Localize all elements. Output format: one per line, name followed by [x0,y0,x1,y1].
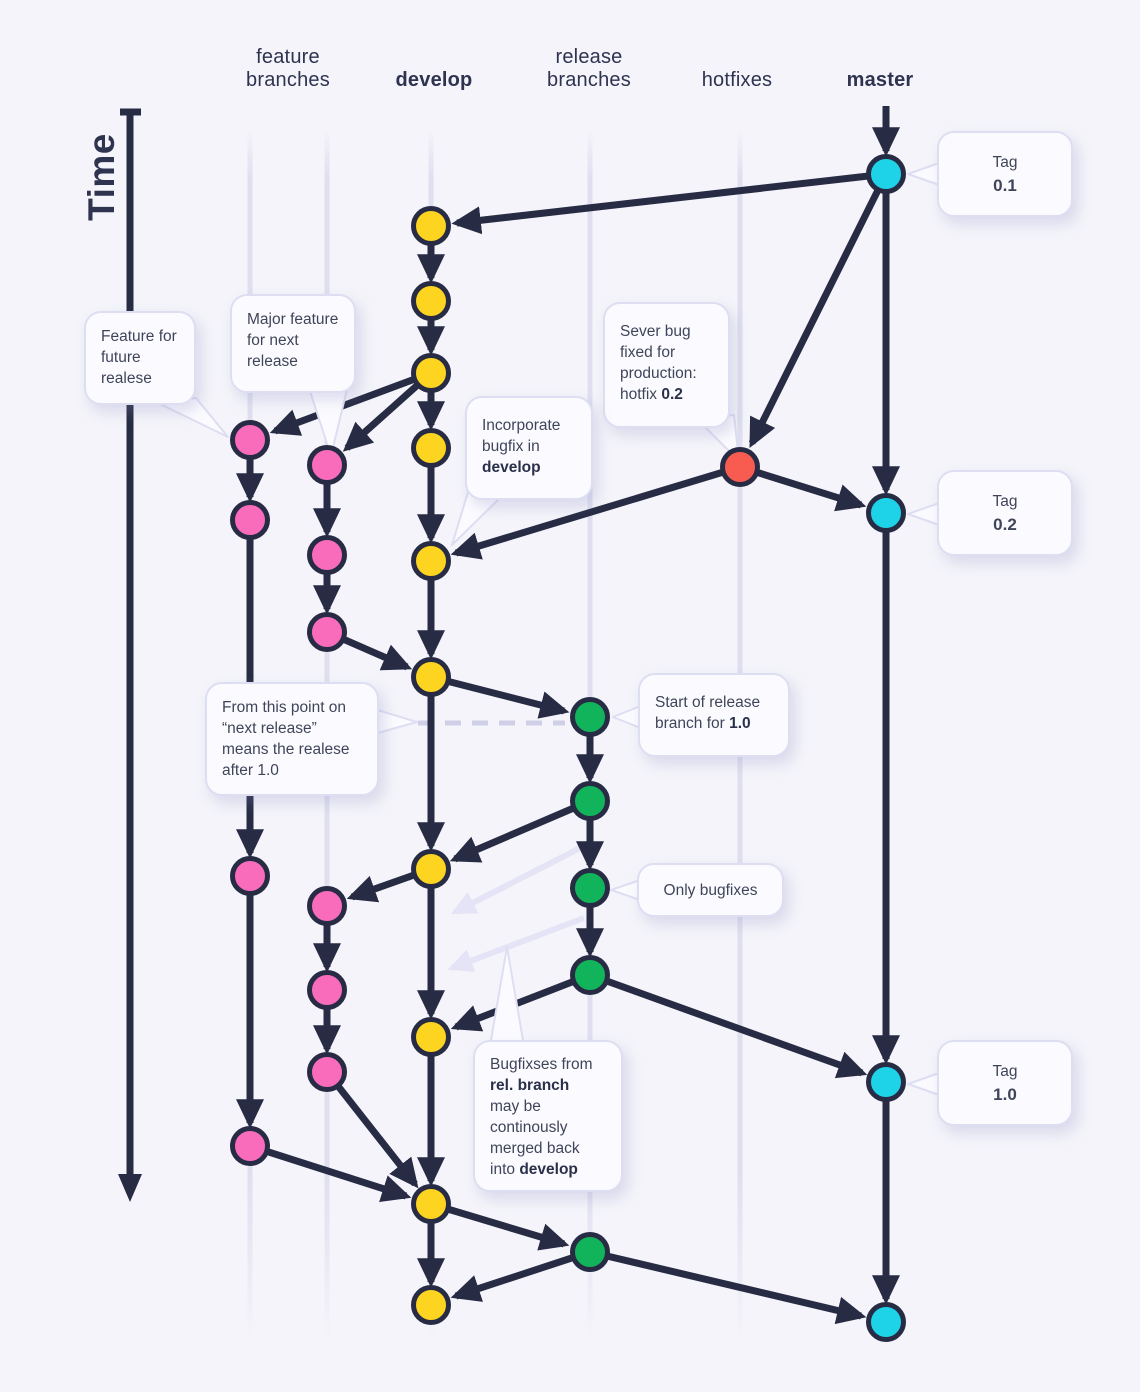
commit-hotfix-0-2 [720,447,760,487]
commit-develop-7 [411,849,451,889]
ghost-merge-arrows [447,843,586,972]
incorporate-branch: develop [482,459,541,476]
commit-feature1-2 [230,500,270,540]
feature-future-bubble: Feature for future realese [84,311,196,405]
tag-1-0-label: Tag [992,1063,1018,1080]
commit-develop-8 [411,1017,451,1057]
tag-0-1-bubble: Tag 0.1 [937,131,1073,217]
commit-master-tag-1-0 [866,1062,906,1102]
ghost-merge-arrow-1 [450,843,586,915]
release-header-line1: release [555,46,623,68]
hotfix-edges [450,463,867,560]
lane-header-master: master [846,69,914,91]
commit-feature1-1 [230,420,270,460]
feature-future-text: Feature for future realese [101,328,177,387]
lane-header-hotfixes: hotfixes [701,69,773,91]
sever-bug-version: 0.2 [661,386,683,403]
commit-release-5 [570,1232,610,1272]
from-this-point-text: From this point on “next release” means … [222,699,350,779]
incorporate-bugfix-bubble: Incorporate bugfix in develop [465,396,593,500]
bugfixes-text-2: may be continously merged back into [490,1098,580,1178]
commit-master-tag-0-2 [866,493,906,533]
develop-commits [411,206,451,1325]
tag-0-1-label: Tag [992,154,1018,171]
commit-release-2 [570,781,610,821]
commit-develop-6 [411,657,451,697]
commit-feature2-5 [307,970,347,1010]
tag-0-2-bubble: Tag 0.2 [937,470,1073,556]
master-commits [866,154,906,1342]
commit-develop-10 [411,1285,451,1325]
lane-header-develop: develop [395,69,473,91]
commit-feature2-2 [307,535,347,575]
bugfixes-text-1: Bugfixses from [490,1056,593,1073]
commit-release-1 [570,697,610,737]
hotfix-commits [720,447,760,487]
feature-header-line1: feature [256,46,320,68]
only-bugfixes-bubble: Only bugfixes [637,863,784,917]
commit-develop-2 [411,281,451,321]
tag-0-2-label: Tag [992,493,1018,510]
commit-feature1-3 [230,856,270,896]
bugfixes-branch-2: develop [519,1161,578,1178]
release-header-line2: branches [547,69,631,91]
only-bugfixes-text: Only bugfixes [663,881,758,899]
commit-master-4 [866,1302,906,1342]
commit-feature2-1 [307,445,347,485]
master-edges [451,106,900,1305]
start-release-text: Start of release branch for [655,694,761,732]
commit-develop-1 [411,206,451,246]
start-release-bubble: Start of release branch for 1.0 [638,673,790,757]
incorporate-text: Incorporate bugfix in [482,417,561,455]
bubble-tails [157,161,943,1097]
commit-nodes [230,154,906,1342]
from-point-tail [373,708,418,735]
from-this-point-bubble: From this point on “next release” means … [205,682,379,796]
feature-commits [230,420,347,1166]
commit-feature2-4 [307,886,347,926]
commit-edges [236,106,900,1325]
commit-develop-3 [411,353,451,393]
commit-release-3 [570,868,610,908]
major-feature-bubble: Major feature for next release [230,294,356,393]
release-edges [449,717,868,1325]
sever-bug-text: Sever bug fixed for production: hotfix [620,323,697,403]
bugfixes-merge-back-bubble: Bugfixses from rel. branch may be continou… [473,1040,623,1192]
time-axis [118,108,142,1202]
tag-1-0-bubble: Tag 1.0 [937,1040,1073,1126]
start-release-version: 1.0 [729,715,751,732]
tag-1-0-value: 1.0 [993,1085,1017,1104]
commit-master-tag-0-1 [866,154,906,194]
tag-0-2-value: 0.2 [993,515,1017,534]
tag-0-1-value: 0.1 [993,176,1017,195]
bugfixes-branch-1: rel. branch [490,1077,570,1094]
commit-release-4 [570,955,610,995]
commit-develop-9 [411,1184,451,1224]
major-feature-text: Major feature for next release [247,311,339,370]
time-axis-label: Time [81,133,122,221]
release-commits [570,697,610,1272]
commit-feature1-4 [230,1126,270,1166]
feature-header-line2: branches [246,69,330,91]
commit-feature2-3 [307,612,347,652]
time-axis-arrowhead [118,1174,142,1202]
lane-header-release-branches: release branches [504,46,674,92]
commit-feature2-6 [307,1052,347,1092]
commit-develop-4 [411,428,451,468]
commit-develop-5 [411,541,451,581]
lane-header-feature-branches: feature branches [203,46,373,92]
sever-bug-bubble: Sever bug fixed for production: hotfix 0… [603,302,730,428]
ghost-merge-arrow-2 [447,915,586,972]
